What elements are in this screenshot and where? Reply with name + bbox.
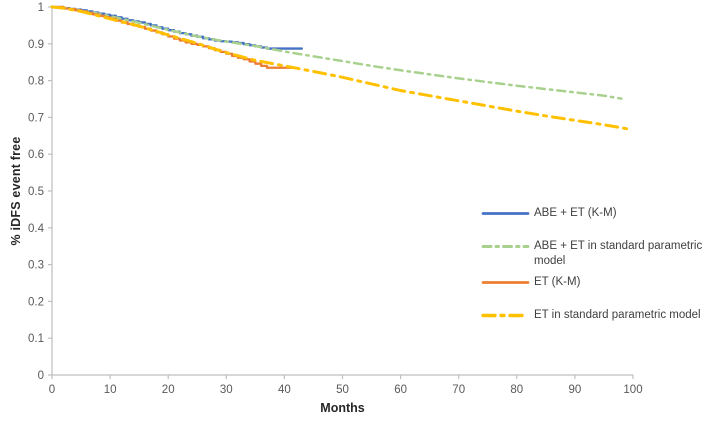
y-tick-label: 0.3	[28, 260, 44, 272]
y-tick-label: 1	[38, 2, 44, 14]
x-tick-label: 20	[162, 384, 175, 396]
legend-item-abe-et-parametric: ABE + ET in standard parametric model	[481, 239, 707, 269]
x-axis-title: Months	[320, 401, 365, 415]
x-tick-label: 100	[623, 384, 642, 396]
legend-label-abe-et-km: ABE + ET (K-M)	[534, 207, 617, 219]
x-tick-label: 40	[278, 384, 291, 396]
legend-line-et-km-icon	[481, 281, 530, 284]
y-tick-label: 0.9	[28, 39, 44, 51]
x-tick-label: 50	[336, 384, 349, 396]
y-tick-label: 0.2	[28, 296, 44, 308]
x-tick-label: 30	[220, 384, 233, 396]
series-line-et-parametric	[50, 5, 629, 131]
legend-label-et-km: ET (K-M)	[534, 276, 581, 288]
y-tick-label: 0.6	[28, 149, 44, 161]
x-tick-label: 10	[104, 384, 117, 396]
y-tick-label: 0.1	[28, 333, 44, 345]
legend: ABE + ET (K-M) ABE + ET in standard para…	[481, 206, 707, 323]
x-tick-label: 0	[49, 384, 55, 396]
legend-line-abe-et-parametric-icon	[481, 245, 530, 248]
y-axis-title: % iDFS event free	[9, 136, 23, 246]
x-tick-label: 70	[452, 384, 465, 396]
legend-label-abe-et-parametric: ABE + ET in standard parametric model	[534, 240, 703, 267]
x-tick-label: 60	[394, 384, 407, 396]
legend-item-et-km: ET (K-M)	[481, 275, 707, 290]
x-tick-label: 80	[510, 384, 523, 396]
legend-item-et-parametric: ET in standard parametric model	[481, 308, 707, 323]
legend-line-abe-et-km-icon	[481, 212, 530, 215]
x-tick-label: 90	[569, 384, 582, 396]
y-tick-label: 0.4	[28, 223, 45, 235]
y-tick-label: 0.8	[28, 76, 44, 88]
legend-item-abe-et-km: ABE + ET (K-M)	[481, 206, 707, 221]
legend-line-et-parametric-icon	[481, 313, 530, 318]
series-line-abe-et-parametric	[50, 5, 623, 100]
legend-label-et-parametric: ET in standard parametric model	[534, 309, 701, 321]
y-tick-label: 0.5	[28, 186, 44, 198]
y-tick-label: 0	[38, 370, 44, 382]
y-tick-label: 0.7	[28, 112, 44, 124]
